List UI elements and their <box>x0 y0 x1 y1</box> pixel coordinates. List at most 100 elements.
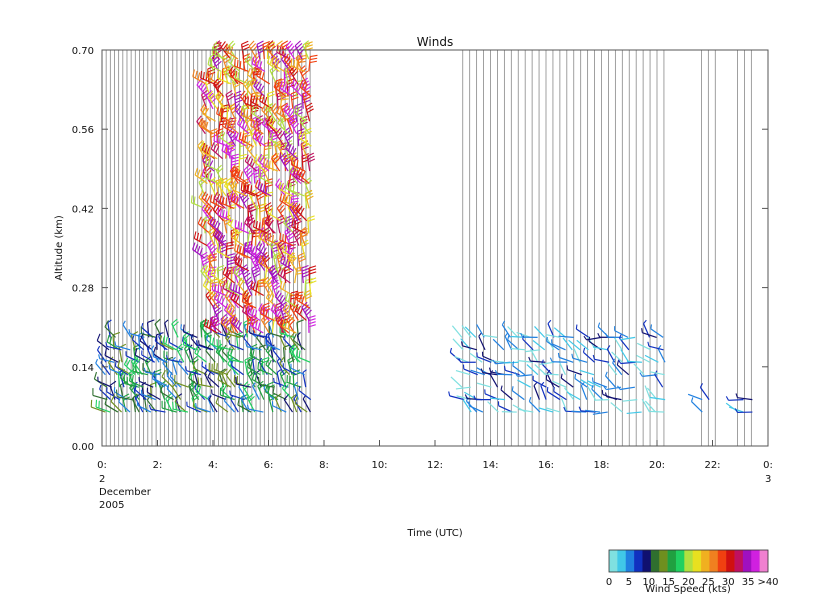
wind-barb <box>107 319 112 338</box>
wind-barb <box>230 291 244 309</box>
wind-barb <box>622 399 638 402</box>
legend-title: Wind Speed (kts) <box>645 584 731 595</box>
date-end-line: 3 <box>765 474 771 485</box>
wind-barb <box>207 57 222 73</box>
wind-barb <box>583 335 602 341</box>
wind-barb <box>250 105 265 122</box>
wind-barb <box>280 255 294 272</box>
wind-barb <box>281 381 293 401</box>
wind-barb <box>148 404 166 413</box>
wind-barb <box>165 355 183 363</box>
wind-barb <box>616 360 630 376</box>
wind-barb <box>208 362 224 376</box>
wind-barb <box>97 376 113 388</box>
wind-barb <box>461 341 478 351</box>
wind-barb <box>164 319 170 338</box>
wind-barb <box>734 408 753 414</box>
wind-barb <box>215 396 229 413</box>
wind-barb <box>257 376 274 388</box>
wind-barb <box>237 397 252 413</box>
wind-barb <box>131 393 140 413</box>
wind-barb <box>278 181 293 197</box>
wind-barb <box>221 143 235 160</box>
wind-barb <box>516 331 531 338</box>
legend-swatch <box>751 550 760 572</box>
legend-swatch <box>684 550 693 572</box>
date-label-end: 3 <box>765 474 771 485</box>
wind-barb <box>507 326 519 338</box>
wind-barb <box>490 397 506 401</box>
legend-swatch <box>650 550 660 572</box>
wind-barb <box>200 118 214 135</box>
wind-barb <box>241 294 257 309</box>
wind-barb <box>271 56 285 73</box>
wind-barb <box>620 336 636 341</box>
wind-barb <box>517 379 531 388</box>
wind-barb <box>294 40 306 60</box>
wind-barb <box>230 282 245 297</box>
wind-barb <box>644 400 656 413</box>
wind-barb <box>234 256 249 272</box>
wind-barb <box>525 349 541 353</box>
wind-barb <box>90 399 106 413</box>
wind-barb <box>240 264 251 284</box>
x-tick-label: 0: <box>763 460 773 471</box>
wind-barb <box>198 118 213 135</box>
x-tick-label: 12: <box>427 460 443 471</box>
wind-barb <box>271 401 287 413</box>
wind-barb <box>289 290 299 308</box>
wind-barb <box>250 118 264 135</box>
wind-barb <box>288 115 300 135</box>
wind-barb <box>553 386 567 401</box>
wind-barb <box>277 267 291 284</box>
wind-barb <box>134 347 149 363</box>
wind-barb <box>225 368 236 388</box>
wind-barb <box>264 334 276 351</box>
wind-barb <box>197 216 210 234</box>
wind-barb <box>587 386 596 400</box>
wind-barb <box>246 305 261 321</box>
wind-barb <box>450 376 463 388</box>
wind-barb <box>296 292 311 309</box>
wind-barb <box>141 350 156 363</box>
wind-barb <box>174 395 187 413</box>
wind-barb <box>244 216 256 234</box>
wind-barb <box>592 354 610 363</box>
wind-barb <box>195 384 210 401</box>
wind-barb <box>620 349 630 363</box>
wind-barb <box>269 325 285 338</box>
wind-barb <box>308 54 318 72</box>
wind-barb <box>143 367 161 376</box>
wind-barb <box>241 304 255 321</box>
wind-barb <box>282 244 297 259</box>
wind-barb <box>230 153 239 172</box>
wind-barb <box>557 352 574 363</box>
wind-barb <box>452 338 464 351</box>
wind-barb <box>193 231 208 247</box>
wind-barb <box>610 402 623 413</box>
wind-barb <box>208 395 218 413</box>
wind-barb <box>489 360 505 363</box>
wind-barb <box>204 369 213 388</box>
wind-barb <box>560 373 574 388</box>
wind-barb <box>255 241 268 259</box>
wind-barb <box>222 266 236 284</box>
wind-barb <box>136 400 152 413</box>
x-tick-label: 10: <box>371 460 387 471</box>
legend-swatch <box>742 550 752 572</box>
wind-barb <box>473 395 491 401</box>
x-tick-label: 16: <box>538 460 554 471</box>
wind-barb <box>644 354 659 363</box>
wind-barb <box>268 117 281 135</box>
wind-barb <box>214 228 227 247</box>
wind-barb <box>249 94 264 110</box>
wind-barb <box>541 359 553 376</box>
legend-swatch <box>659 550 668 572</box>
legend-swatch <box>667 550 677 572</box>
wind-barb <box>182 337 198 351</box>
wind-barb <box>123 376 140 388</box>
wind-barb <box>258 230 272 247</box>
wind-barb <box>295 203 308 222</box>
wind-barb <box>139 333 153 351</box>
wind-barb <box>245 140 256 159</box>
